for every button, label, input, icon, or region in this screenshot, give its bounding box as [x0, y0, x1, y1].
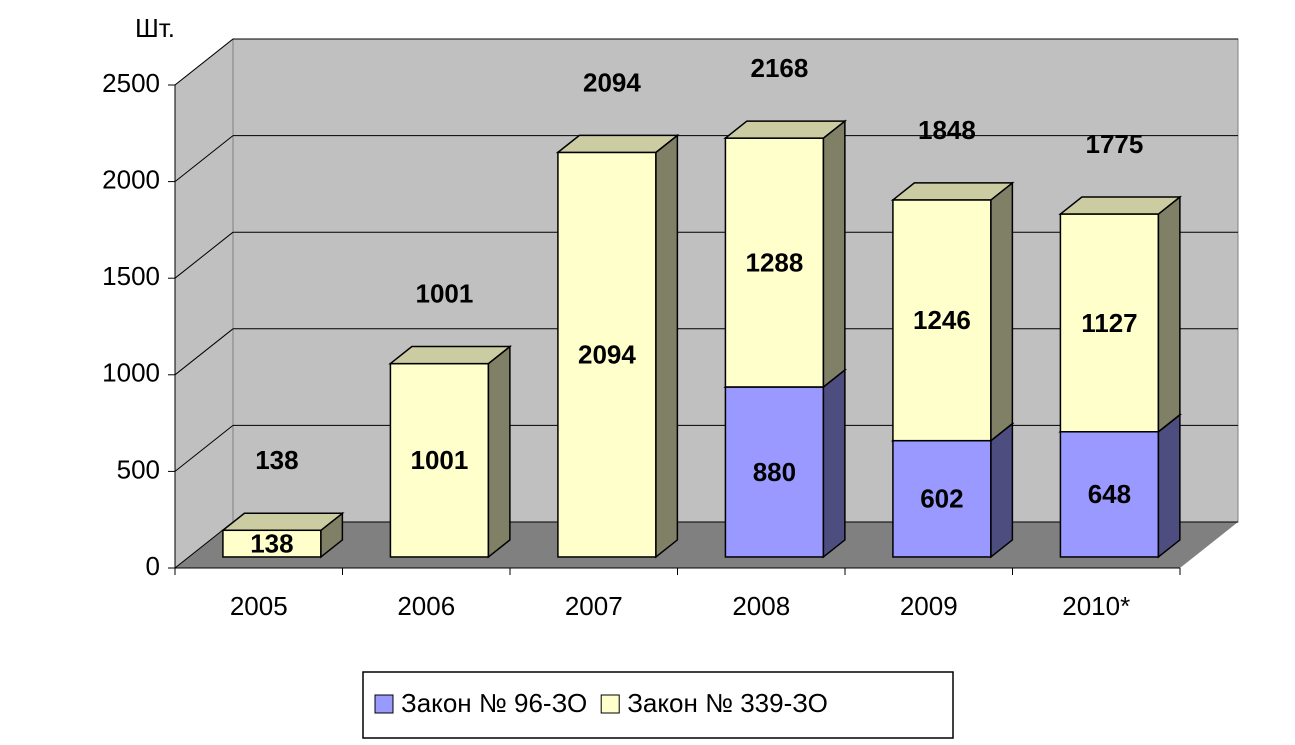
- grid-line: [174, 425, 234, 472]
- bar-front: [1059, 431, 1160, 558]
- unit-label: Шт.: [135, 13, 175, 43]
- total-label: 1001: [415, 278, 473, 308]
- value-label: 2094: [578, 340, 636, 370]
- bar-top: [220, 512, 345, 532]
- value-label: 880: [753, 457, 796, 487]
- x-tick-label: 2008: [732, 591, 790, 621]
- value-label: 602: [920, 484, 963, 514]
- grid-line: [174, 135, 234, 182]
- bar-front: [557, 151, 657, 558]
- bar-front: [892, 199, 992, 442]
- x-tick-label: 2005: [230, 591, 288, 621]
- y-tick-label: 0: [146, 551, 160, 581]
- bar-side: [990, 422, 1014, 559]
- bar-front: [724, 386, 825, 558]
- grid-line: [174, 38, 234, 86]
- y-tick-label: 1000: [102, 358, 160, 388]
- bar-top: [1058, 196, 1183, 215]
- bar-front: [1059, 213, 1160, 433]
- total-label: 2094: [583, 67, 641, 97]
- x-tick-label: 2010*: [1062, 591, 1130, 621]
- value-label: 1001: [410, 445, 468, 475]
- left-wall: [174, 37, 234, 570]
- value-label: 1288: [745, 247, 803, 277]
- total-label: 1775: [1085, 129, 1143, 159]
- bar-side: [655, 133, 679, 559]
- bar-side: [822, 119, 846, 389]
- legend-box: [362, 671, 954, 739]
- bar-top: [890, 182, 1015, 201]
- x-tick-label: 2006: [397, 591, 455, 621]
- legend-swatch: [600, 694, 620, 714]
- value-label: 138: [250, 529, 293, 559]
- value-label: 1127: [1081, 308, 1137, 338]
- legend-label: Закон № 339-ЗО: [627, 688, 828, 718]
- bar-front: [389, 362, 490, 558]
- y-tick-label: 1500: [102, 261, 160, 291]
- bar-side: [1157, 413, 1181, 559]
- y-tick-label: 2500: [102, 68, 160, 98]
- value-label: 648: [1088, 479, 1131, 509]
- legend-swatch: [374, 694, 394, 714]
- y-tick-label: 2000: [102, 164, 160, 194]
- bar-side: [487, 344, 511, 559]
- bar-top: [555, 134, 680, 154]
- legend-label: Закон № 96-ЗО: [401, 688, 587, 718]
- grid-line: [174, 328, 234, 376]
- total-label: 2168: [750, 53, 808, 83]
- y-tick-label: 500: [117, 454, 160, 484]
- bar-side: [990, 181, 1014, 443]
- value-label: 1246: [913, 305, 971, 335]
- bar-top: [723, 120, 848, 139]
- bar-side: [1157, 195, 1181, 434]
- x-tick-label: 2009: [900, 591, 958, 621]
- total-label: 138: [255, 445, 298, 475]
- bar-front: [892, 439, 992, 558]
- total-label: 1848: [918, 115, 976, 145]
- bar-front: [724, 137, 825, 388]
- bar-side: [822, 368, 846, 559]
- x-tick-label: 2007: [565, 591, 623, 621]
- bar-top: [388, 345, 513, 365]
- grid-line: [174, 231, 234, 279]
